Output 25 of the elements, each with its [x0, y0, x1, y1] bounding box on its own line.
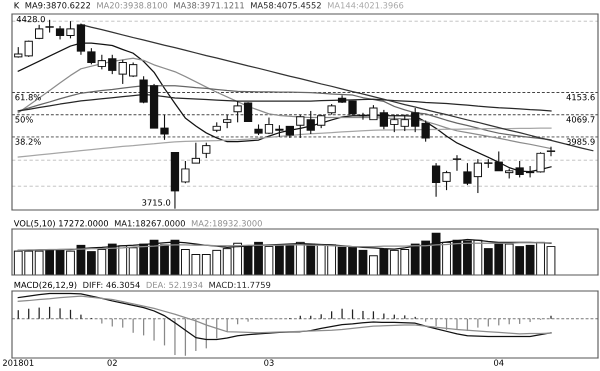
- series-label: MA1:18267.0000: [114, 220, 185, 226]
- ref-line-label: 4153.6: [566, 94, 595, 100]
- x-tick-label: 03: [264, 360, 274, 366]
- text: MA144:4021.3966: [328, 2, 404, 8]
- chart-title: K: [14, 2, 20, 8]
- chart-title: VOL(5,10) 17272.0000: [14, 220, 108, 228]
- x-tick-label: 02: [108, 360, 117, 366]
- annotation: 3715.0: [142, 199, 170, 206]
- series-label: DIFF: 46.3054: [83, 282, 140, 288]
- x-tick-label: 04: [494, 360, 504, 366]
- ref-line-label: 3985.9: [566, 138, 595, 145]
- text: MA2:18932.3000: [192, 220, 262, 226]
- text: MA58:4075.4552: [251, 2, 321, 8]
- ref-line-label: 4069.7: [566, 116, 595, 123]
- text: DEA: 52.1934: [146, 282, 203, 288]
- text: MA9:3870.6222: [26, 2, 90, 8]
- text: MACD:11.7759: [209, 282, 270, 288]
- annotation: 38.2%: [15, 138, 41, 145]
- annotation: 50%: [15, 116, 33, 123]
- annotation: 61.8%: [15, 94, 41, 100]
- text: MA38:3971.1211: [174, 2, 244, 8]
- text: MA20:3938.8100: [97, 2, 168, 8]
- x-tick-label: 201801: [2, 360, 34, 366]
- chart-title: MACD(26,12,9): [14, 282, 76, 290]
- annotation: 4428.0: [16, 16, 45, 22]
